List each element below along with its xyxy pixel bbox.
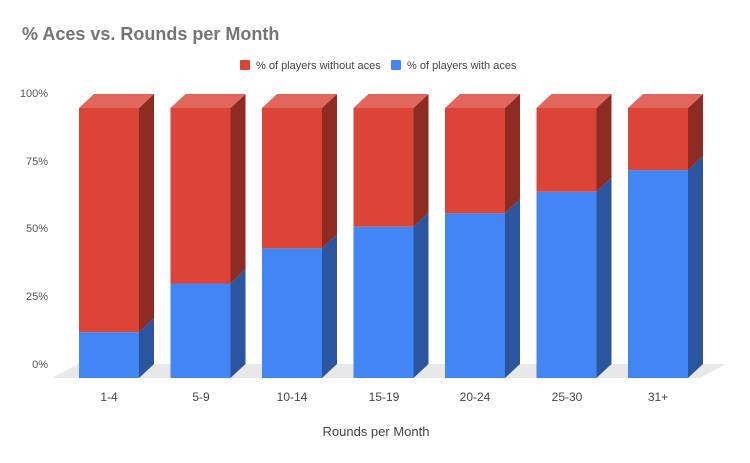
bar-top-without-aces (628, 94, 703, 108)
bar-top-without-aces (445, 94, 520, 108)
bar-side-without-aces (322, 94, 337, 249)
y-tick-label: 50% (26, 223, 48, 235)
chart-title: % Aces vs. Rounds per Month (22, 24, 279, 44)
bar-segment-with-aces (628, 170, 688, 378)
bar-segment-without-aces (262, 108, 322, 249)
bar-top-without-aces (262, 94, 337, 108)
bar-segment-with-aces (536, 191, 597, 378)
x-tick-label: 31+ (648, 390, 668, 404)
bar-segment-without-aces (445, 108, 505, 214)
y-tick-label: 25% (26, 291, 48, 303)
bars (79, 94, 703, 378)
bar-side-without-aces (413, 94, 429, 227)
bar-top-without-aces (79, 94, 154, 108)
bar-segment-with-aces (262, 248, 322, 378)
bar-top-without-aces (170, 94, 246, 108)
bar-segment-without-aces (628, 108, 688, 171)
bar-side-without-aces (596, 94, 612, 192)
bar-segment-without-aces (79, 108, 139, 333)
bar-side-with-aces (322, 234, 337, 378)
bar-side-with-aces (505, 199, 520, 378)
x-tick-label: 15-19 (369, 390, 400, 404)
bar-segment-with-aces (353, 226, 414, 378)
legend-swatch-with-aces (391, 60, 401, 70)
legend-label-with-aces: % of players with aces (407, 60, 517, 72)
legend-label-without-aces: % of players without aces (256, 60, 381, 72)
x-axis-title: Rounds per Month (323, 424, 430, 439)
bar-side-without-aces (139, 94, 154, 333)
x-tick-label: 20-24 (460, 390, 491, 404)
y-tick-label: 75% (26, 156, 48, 168)
x-tick-label: 1-4 (100, 390, 118, 404)
x-tick-label: 10-14 (277, 390, 308, 404)
legend: % of players without aces % of players w… (240, 60, 517, 72)
bar-segment-without-aces (353, 108, 414, 227)
bar-top-without-aces (353, 94, 429, 108)
bar-segment-without-aces (170, 108, 231, 284)
bar-side-without-aces (505, 94, 520, 214)
bar-side-with-aces (596, 177, 612, 378)
x-tick-label: 25-30 (552, 390, 583, 404)
bar-side-with-aces (139, 318, 154, 378)
y-axis: 0% 25% 50% 75% 100% (20, 88, 48, 371)
bar-segment-with-aces (79, 332, 139, 378)
bar-top-without-aces (536, 94, 612, 108)
bar-side-with-aces (413, 212, 429, 378)
bar-segment-without-aces (536, 108, 597, 192)
y-tick-label: 0% (32, 359, 48, 371)
x-axis: 1-4 5-9 10-14 15-19 20-24 25-30 31+ (100, 390, 668, 404)
x-tick-label: 5-9 (192, 390, 210, 404)
bar-segment-with-aces (170, 283, 231, 378)
bar-segment-with-aces (445, 213, 505, 378)
y-tick-label: 100% (20, 88, 48, 100)
bar-side-without-aces (688, 94, 703, 171)
bar-side-with-aces (230, 269, 246, 378)
bar-side-with-aces (688, 156, 703, 378)
bar-side-without-aces (230, 94, 246, 284)
legend-swatch-without-aces (240, 60, 250, 70)
